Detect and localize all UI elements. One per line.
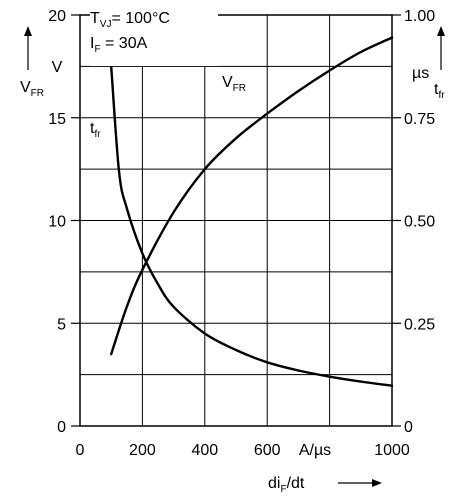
series-label-tfr: tfr [90, 120, 101, 140]
y-left-axis-label: VFR [20, 79, 44, 99]
x-tick-label: 200 [129, 442, 156, 459]
x-tick-label: 400 [191, 442, 218, 459]
x-tick-label: 0 [76, 442, 85, 459]
y-right-unit: µs [412, 65, 429, 82]
y-left-label: VFR [20, 26, 44, 99]
series-line-vfr [110, 36, 394, 356]
y-right-tick-label: 0.75 [404, 111, 435, 128]
x-axis-label: diF/dt [268, 475, 305, 495]
y-left-tick-label: 20 [48, 8, 66, 25]
series [110, 36, 394, 387]
y-right-tick-label: 0.50 [404, 214, 435, 231]
condition-temperature: TVJ= 100°C [90, 10, 170, 30]
arrow-up-icon [24, 26, 32, 36]
y-left-tick-label: 10 [48, 214, 66, 231]
x-tick-label: 1000 [374, 442, 410, 459]
arrow-right-icon [338, 479, 382, 487]
conditions-box: TVJ= 100°C IF = 30A [90, 4, 218, 66]
x-tick-label: 600 [254, 442, 281, 459]
y-right-tick-label: 0 [404, 419, 413, 436]
y-left-unit: V [52, 59, 63, 76]
y-right-label: tfr [434, 26, 445, 101]
condition-current: IF = 30A [90, 35, 148, 55]
x-axis-unit: A/µs [299, 442, 331, 459]
grid [80, 15, 392, 426]
y-left-tick-label: 5 [57, 316, 66, 333]
y-left-tick-label: 0 [57, 419, 66, 436]
y-right-tick-label: 1.00 [404, 8, 435, 25]
y-left-tick-label: 15 [48, 111, 66, 128]
series-line-tfr [110, 65, 394, 387]
y-right-axis-label: tfr [434, 81, 445, 101]
y-right-tick-label: 0.25 [404, 316, 435, 333]
series-label-vfr: VFR [222, 74, 246, 94]
arrow-up-icon [437, 26, 445, 36]
